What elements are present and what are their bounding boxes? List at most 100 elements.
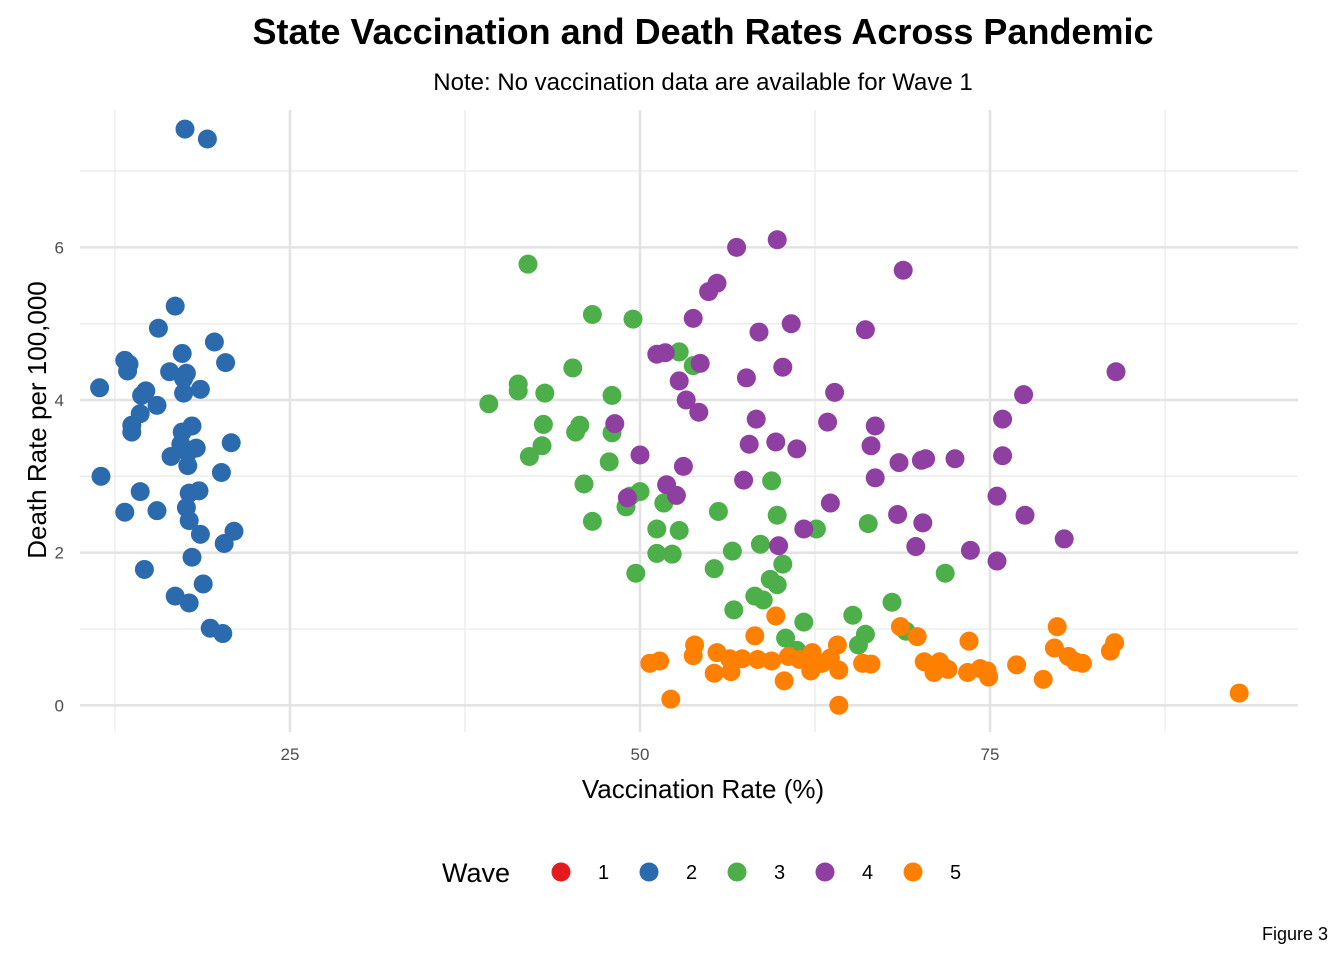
data-point-wave-5 <box>1044 638 1064 658</box>
data-point-wave-5 <box>762 651 782 671</box>
y-tick-label: 4 <box>55 391 64 410</box>
data-point-wave-3 <box>843 605 863 625</box>
data-point-wave-2 <box>174 369 194 389</box>
data-point-wave-4 <box>916 449 936 469</box>
data-point-wave-4 <box>1014 385 1034 405</box>
data-point-wave-5 <box>1100 641 1120 661</box>
x-tick-label: 75 <box>981 745 1000 764</box>
data-point-wave-5 <box>938 659 958 679</box>
data-point-wave-5 <box>959 631 979 651</box>
data-point-wave-4 <box>727 237 747 257</box>
data-point-wave-5 <box>748 649 768 669</box>
data-point-wave-2 <box>174 383 194 403</box>
data-point-wave-5 <box>829 695 849 715</box>
data-point-wave-2 <box>197 129 217 149</box>
legend-key-wave-2 <box>639 862 659 882</box>
data-point-wave-4 <box>605 414 625 434</box>
data-point-wave-5 <box>907 627 927 647</box>
data-point-wave-3 <box>647 543 667 563</box>
data-point-wave-4 <box>749 322 769 342</box>
data-point-wave-2 <box>90 378 110 398</box>
y-axis-title: Death Rate per 100,000 <box>22 281 52 559</box>
data-point-wave-3 <box>599 452 619 472</box>
data-point-wave-5 <box>829 660 849 680</box>
data-point-wave-3 <box>566 422 586 442</box>
data-point-wave-4 <box>906 537 926 557</box>
legend-title: Wave <box>442 858 510 888</box>
legend-key-wave-5 <box>903 862 923 882</box>
data-point-wave-3 <box>773 554 793 574</box>
data-point-wave-4 <box>617 488 637 508</box>
legend-key-wave-3 <box>727 862 747 882</box>
data-point-wave-4 <box>987 551 1007 571</box>
data-point-wave-3 <box>582 305 602 325</box>
data-point-wave-3 <box>669 342 689 362</box>
data-point-wave-5 <box>766 606 786 626</box>
data-point-wave-3 <box>479 394 499 414</box>
data-point-wave-4 <box>820 493 840 513</box>
y-tick-label: 0 <box>55 696 64 715</box>
data-point-wave-4 <box>865 416 885 436</box>
y-axis-ticks: 0 2 4 6 <box>55 238 64 715</box>
data-point-wave-2 <box>178 456 198 476</box>
data-point-wave-2 <box>147 501 167 521</box>
data-point-wave-4 <box>787 439 807 459</box>
data-point-wave-3 <box>533 414 553 434</box>
data-point-wave-2 <box>161 446 181 466</box>
data-point-wave-3 <box>858 514 878 534</box>
y-tick-label: 2 <box>55 544 64 563</box>
data-point-wave-2 <box>216 353 236 373</box>
data-point-wave-4 <box>913 513 933 533</box>
data-point-wave-4 <box>993 409 1013 429</box>
data-point-wave-5 <box>683 646 703 666</box>
data-point-wave-4 <box>855 320 875 340</box>
data-point-wave-4 <box>683 308 703 328</box>
data-point-wave-5 <box>640 653 660 673</box>
data-point-wave-2 <box>211 463 231 483</box>
data-points <box>90 119 1249 715</box>
chart-subtitle: Note: No vaccination data are available … <box>433 69 972 96</box>
data-point-wave-4 <box>766 432 786 452</box>
data-point-wave-3 <box>532 436 552 456</box>
data-point-wave-5 <box>801 661 821 681</box>
legend-key-wave-4 <box>815 862 835 882</box>
data-point-wave-3 <box>519 446 539 466</box>
data-point-wave-4 <box>769 536 789 556</box>
data-point-wave-4 <box>773 357 793 377</box>
data-point-wave-4 <box>630 445 650 465</box>
data-point-wave-2 <box>130 482 150 502</box>
data-point-wave-2 <box>132 385 152 405</box>
data-point-wave-4 <box>734 470 754 490</box>
legend-label-wave-5: 5 <box>950 862 961 884</box>
data-point-wave-5 <box>1229 683 1249 703</box>
data-point-wave-3 <box>767 575 787 595</box>
data-point-wave-4 <box>676 390 696 410</box>
data-point-wave-3 <box>753 590 773 610</box>
data-point-wave-2 <box>172 343 192 363</box>
data-point-wave-5 <box>958 662 978 682</box>
data-point-wave-2 <box>165 296 185 316</box>
data-point-wave-4 <box>1106 362 1126 382</box>
data-point-wave-3 <box>662 544 682 564</box>
chart-title: State Vaccination and Death Rates Across… <box>253 11 1154 52</box>
data-point-wave-4 <box>739 434 759 454</box>
data-point-wave-2 <box>193 574 213 594</box>
data-point-wave-3 <box>704 559 724 579</box>
legend-key-wave-1 <box>551 862 571 882</box>
data-point-wave-2 <box>179 483 199 503</box>
data-point-wave-4 <box>945 449 965 469</box>
data-point-wave-3 <box>767 505 787 525</box>
data-point-wave-5 <box>979 667 999 687</box>
data-point-wave-4 <box>818 412 838 432</box>
data-point-wave-4 <box>893 260 913 280</box>
data-point-wave-5 <box>861 654 881 674</box>
data-point-wave-3 <box>602 385 622 405</box>
data-point-wave-4 <box>655 343 675 363</box>
data-point-wave-5 <box>1033 669 1053 689</box>
legend-label-wave-3: 3 <box>774 862 785 884</box>
legend-label-wave-2: 2 <box>686 862 697 884</box>
data-point-wave-3 <box>935 563 955 583</box>
data-point-wave-4 <box>669 371 689 391</box>
data-point-wave-3 <box>574 474 594 494</box>
data-point-wave-3 <box>518 254 538 274</box>
